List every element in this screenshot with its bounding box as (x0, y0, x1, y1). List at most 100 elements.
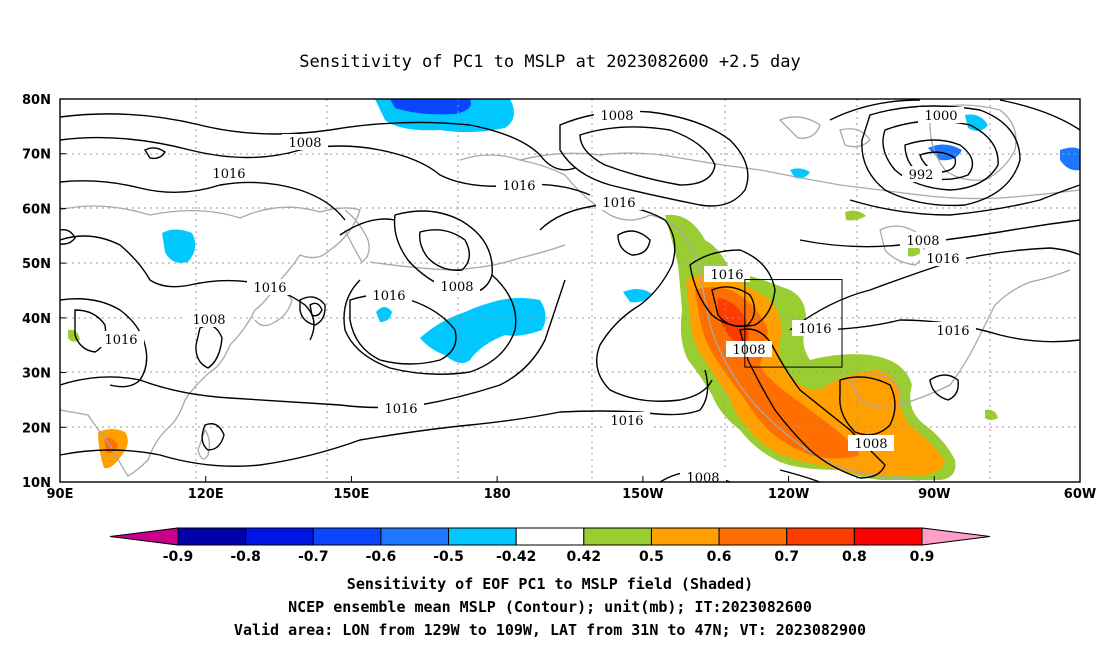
lat-tick-label: 20N (22, 421, 51, 436)
colorbar-box (718, 527, 788, 546)
lon-tick-label: 90W (918, 487, 950, 502)
lat-axis: 10N 20N 30N 40N 50N 60N 70N 80N (22, 93, 66, 491)
contour-label: 1016 (710, 268, 743, 283)
lat-tick-label: 10N (22, 476, 51, 491)
colorbar-tick-label: -0.8 (230, 549, 261, 565)
contour-line (59, 279, 566, 409)
colorbar-labels: -0.9 -0.8 -0.7 -0.6 -0.5 -0.42 0.42 0.5 0.6 0.7 0.… (163, 549, 935, 565)
contour-label-bg (604, 412, 650, 428)
contour-label: 1016 (384, 402, 417, 417)
contour-label: 1016 (372, 289, 405, 304)
colorbar-box (650, 527, 720, 546)
contour-label-bg (680, 470, 726, 482)
gridlines (60, 99, 1080, 482)
contour-label-bg (900, 232, 946, 248)
lon-tick-label: 60W (1064, 487, 1096, 502)
contour-label-bg (792, 320, 838, 336)
coast-north-america-west (679, 229, 921, 481)
contour-line (418, 229, 470, 271)
contour-label: 1008 (440, 280, 473, 295)
contour-label: 1016 (602, 196, 635, 211)
contour-label: 1008 (192, 313, 225, 328)
caption-line-2: NCEP ensemble mean MSLP (Contour); unit(… (288, 598, 812, 616)
colorbar-tick-label: 0.5 (639, 549, 664, 565)
colorbar-tick-label: -0.9 (163, 549, 194, 565)
contour-label-bg (726, 341, 772, 357)
coastlines (59, 104, 1081, 481)
colorbar-low-triangle (109, 527, 179, 546)
contour-label: 1008 (732, 343, 765, 358)
contour-label-bg (496, 177, 542, 193)
lon-tick-label: 120W (768, 487, 809, 502)
contour-label: 1016 (926, 252, 959, 267)
contour-label-bg (247, 279, 293, 295)
contour-line (393, 210, 493, 294)
colorbar-tick-label: 0.8 (842, 549, 867, 565)
contour-line (861, 105, 1021, 207)
colorbar: -0.9 -0.8 -0.7 -0.6 -0.5 -0.42 0.42 0.5 0.6 0.7 0.… (109, 527, 991, 565)
lon-axis: 90E 120E 150E 180 150W 120W 90W 60W (47, 476, 1096, 502)
shade-blob-small-6 (790, 168, 810, 179)
contour-line (59, 228, 76, 245)
contour-label: 1008 (686, 471, 719, 486)
contour-label-bg (282, 134, 328, 150)
coast-alaska (459, 154, 681, 231)
shade-blob-north-pacific-core (390, 99, 471, 115)
contour-line (201, 423, 225, 451)
shade-blob-small-4 (965, 114, 988, 131)
colorbar-tick-label: 0.42 (567, 549, 602, 565)
contour-label: 992 (909, 168, 934, 183)
contour-label: 1016 (502, 179, 535, 194)
contour-label: 1016 (610, 414, 643, 429)
coast-greenland (929, 104, 1017, 181)
contour-label-bg (596, 194, 642, 210)
sensitivity-shading (68, 99, 1080, 481)
contour-line (59, 180, 346, 221)
colorbar-box (380, 527, 450, 546)
colorbar-box (786, 527, 855, 546)
contour-label: 1000 (924, 109, 957, 124)
caption-line-1: Sensitivity of EOF PC1 to MSLP field (Sh… (347, 575, 753, 593)
colorbar-box (853, 527, 923, 546)
contour-label: 1016 (253, 281, 286, 296)
map-panel: 1008 1000 992 1016 1016 1016 1008 1016 1… (22, 93, 1096, 502)
contour-label: 1008 (288, 136, 321, 151)
contour-line (739, 328, 886, 479)
contour-line (849, 184, 1081, 216)
contour-label: 1016 (936, 324, 969, 339)
contour-line (711, 286, 756, 327)
colorbar-boxes (177, 527, 923, 546)
contour-label-bg (918, 107, 964, 123)
colorbar-tick-label: -0.7 (298, 549, 329, 565)
contour-label-bg (594, 107, 640, 123)
contour-label: 1016 (798, 322, 831, 337)
contour-line (59, 113, 576, 171)
caption-line-3: Valid area: LON from 129W to 109W, LAT f… (234, 621, 866, 639)
contour-line (309, 302, 323, 317)
contour-line (929, 374, 959, 401)
colorbar-box (448, 527, 517, 546)
lat-tick-label: 70N (22, 148, 51, 163)
colorbar-box (583, 527, 652, 546)
lon-tick-label: 90E (47, 487, 74, 502)
contour-label: 1016 (212, 167, 245, 182)
valid-area-box (744, 279, 843, 368)
colorbar-tick-label: 0.9 (910, 549, 935, 565)
lat-tick-label: 30N (22, 367, 51, 382)
figure-title: Sensitivity of PC1 to MSLP at 2023082600… (299, 52, 801, 72)
colorbar-tick-label: -0.5 (433, 549, 464, 565)
contour-label: 1008 (854, 437, 887, 452)
contour-line (829, 99, 1081, 131)
contour-line (559, 110, 749, 207)
lon-tick-label: 150W (622, 487, 663, 502)
coast-kamchatka (344, 209, 370, 263)
contour-line (59, 369, 709, 467)
contour-label-bg (378, 400, 424, 416)
contour-label-bg (186, 311, 232, 327)
contour-label-bg (920, 250, 966, 266)
coast-arctic (519, 152, 1081, 200)
colorbar-box (245, 527, 314, 546)
coast-philippines (197, 428, 211, 460)
shade-blob-small-green-2 (908, 246, 922, 257)
